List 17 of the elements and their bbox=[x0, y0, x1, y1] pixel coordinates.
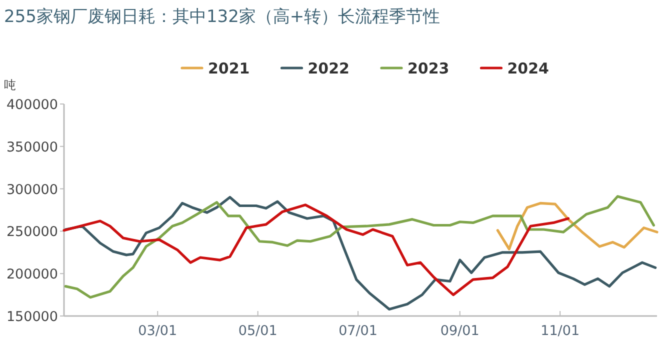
y-tick-label: 300000 bbox=[6, 182, 58, 198]
x-tick-label: 07/01 bbox=[338, 323, 378, 339]
chart-title: 255家钢厂废钢日耗：其中132家（高+转）长流程季节性 bbox=[4, 7, 440, 27]
x-tick-label: 03/01 bbox=[138, 323, 178, 339]
x-tick-label: 09/01 bbox=[440, 323, 480, 339]
x-tick-label: 05/01 bbox=[238, 323, 278, 339]
legend-label: 2021 bbox=[208, 60, 250, 78]
legend-label: 2024 bbox=[507, 60, 549, 78]
legend-label: 2023 bbox=[408, 60, 450, 78]
legend-label: 2022 bbox=[308, 60, 350, 78]
x-tick-label: 11/01 bbox=[540, 323, 580, 339]
y-tick-label: 200000 bbox=[6, 266, 58, 283]
y-axis-title: 吨 bbox=[4, 78, 16, 92]
y-tick-label: 400000 bbox=[6, 97, 58, 113]
y-tick-label: 250000 bbox=[6, 224, 58, 240]
y-tick-label: 350000 bbox=[6, 139, 58, 156]
y-tick-label: 150000 bbox=[6, 309, 58, 325]
